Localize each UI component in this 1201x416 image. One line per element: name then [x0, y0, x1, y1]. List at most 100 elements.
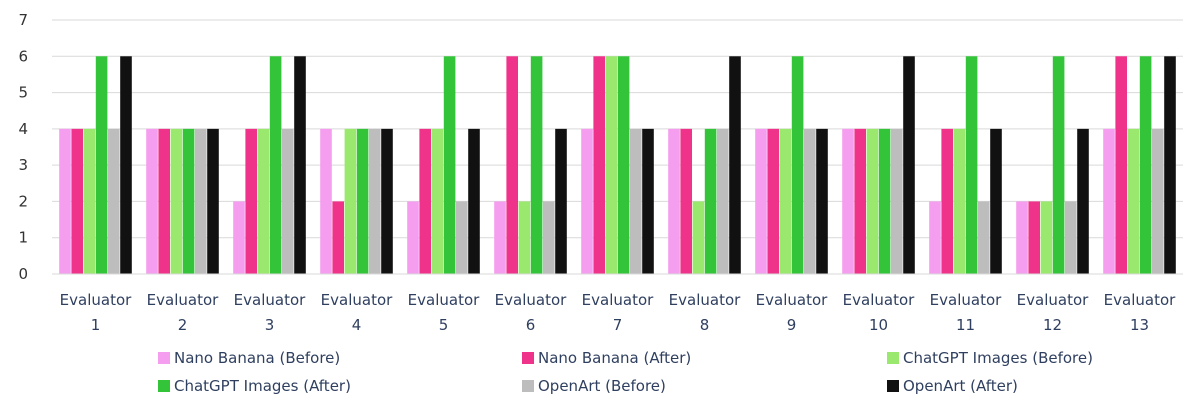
bar	[233, 201, 245, 274]
bar	[617, 56, 630, 275]
bar	[170, 128, 183, 274]
bar	[1077, 128, 1089, 274]
legend-label: Nano Banana (After)	[538, 349, 691, 367]
bar	[1103, 128, 1115, 274]
bar	[518, 201, 531, 274]
x-tick-label: 6	[526, 316, 536, 334]
bar	[1115, 56, 1127, 275]
bar	[929, 201, 941, 274]
bar	[978, 201, 990, 274]
y-tick-label: 6	[18, 47, 28, 65]
y-tick-label: 4	[18, 120, 28, 138]
bar	[1164, 56, 1176, 275]
bar	[356, 128, 369, 274]
x-tick-label: 12	[1043, 316, 1062, 334]
bar	[494, 201, 506, 274]
x-tick-label: 13	[1130, 316, 1149, 334]
bar	[506, 56, 518, 275]
bar	[431, 128, 444, 274]
x-tick-label: Evaluator	[147, 291, 219, 309]
bar	[543, 201, 555, 274]
bar	[332, 201, 344, 274]
y-tick-label: 1	[18, 229, 28, 247]
x-tick-label: 7	[613, 316, 623, 334]
legend-swatch	[158, 352, 170, 364]
bar	[468, 128, 480, 274]
legend-swatch	[887, 352, 899, 364]
bar	[990, 128, 1002, 274]
bar	[605, 56, 618, 275]
bar	[344, 128, 357, 274]
bar	[903, 56, 915, 275]
y-tick-label: 2	[18, 192, 28, 210]
legend-swatch	[887, 380, 899, 392]
x-tick-label: Evaluator	[1104, 291, 1176, 309]
x-tick-label: Evaluator	[408, 291, 480, 309]
x-tick-label: 2	[178, 316, 188, 334]
x-axis: Evaluator 1 Evaluator 2 Evaluator 3 Evaluator 4…	[52, 273, 1183, 334]
bar	[878, 128, 891, 274]
x-tick-label: 8	[700, 316, 710, 334]
bar	[158, 128, 170, 274]
legend-label: OpenArt (After)	[903, 377, 1018, 395]
bar	[593, 56, 605, 275]
bar	[456, 201, 468, 274]
bar	[1152, 128, 1164, 274]
x-tick-label: Evaluator	[495, 291, 567, 309]
bar	[717, 128, 729, 274]
bar	[555, 128, 567, 274]
bar	[282, 128, 294, 274]
bar	[729, 56, 741, 275]
y-tick-label: 7	[18, 11, 28, 29]
bar	[207, 128, 219, 274]
x-tick-label: 4	[352, 316, 362, 334]
x-tick-label: 11	[956, 316, 975, 334]
x-tick-label: Evaluator	[582, 291, 654, 309]
legend: Nano Banana (Before) Nano Banana (After) C…	[158, 349, 1093, 395]
bar	[369, 128, 381, 274]
legend-swatch	[522, 352, 534, 364]
x-tick-label: 1	[91, 316, 101, 334]
bar	[854, 128, 866, 274]
bar	[704, 128, 717, 274]
x-tick-label: Evaluator	[321, 291, 393, 309]
grid	[52, 19, 1183, 275]
bar	[120, 56, 132, 275]
bar	[419, 128, 431, 274]
x-tick-label: Evaluator	[60, 291, 132, 309]
x-tick-label: Evaluator	[756, 291, 828, 309]
bar	[692, 201, 705, 274]
bar	[146, 128, 158, 274]
bar	[1028, 201, 1040, 274]
bar	[680, 128, 692, 274]
bar	[866, 128, 879, 274]
bar	[1127, 128, 1140, 274]
bar	[530, 56, 543, 275]
bar	[59, 128, 71, 274]
bar	[95, 56, 108, 275]
x-tick-label: 10	[869, 316, 888, 334]
y-tick-label: 0	[18, 265, 28, 283]
bar	[257, 128, 270, 274]
legend-label: OpenArt (Before)	[538, 377, 666, 395]
bar	[407, 201, 419, 274]
bar	[791, 56, 804, 275]
bar	[755, 128, 767, 274]
x-tick-label: Evaluator	[1017, 291, 1089, 309]
legend-swatch	[522, 380, 534, 392]
legend-swatch	[158, 380, 170, 392]
bar	[320, 128, 332, 274]
bar	[767, 128, 779, 274]
bar	[816, 128, 828, 274]
bar	[269, 56, 282, 275]
bar	[443, 56, 456, 275]
y-tick-label: 5	[18, 84, 28, 102]
bar	[804, 128, 816, 274]
bar	[182, 128, 195, 274]
bar	[941, 128, 953, 274]
bar	[195, 128, 207, 274]
x-tick-label: 9	[787, 316, 797, 334]
x-tick-label: Evaluator	[234, 291, 306, 309]
